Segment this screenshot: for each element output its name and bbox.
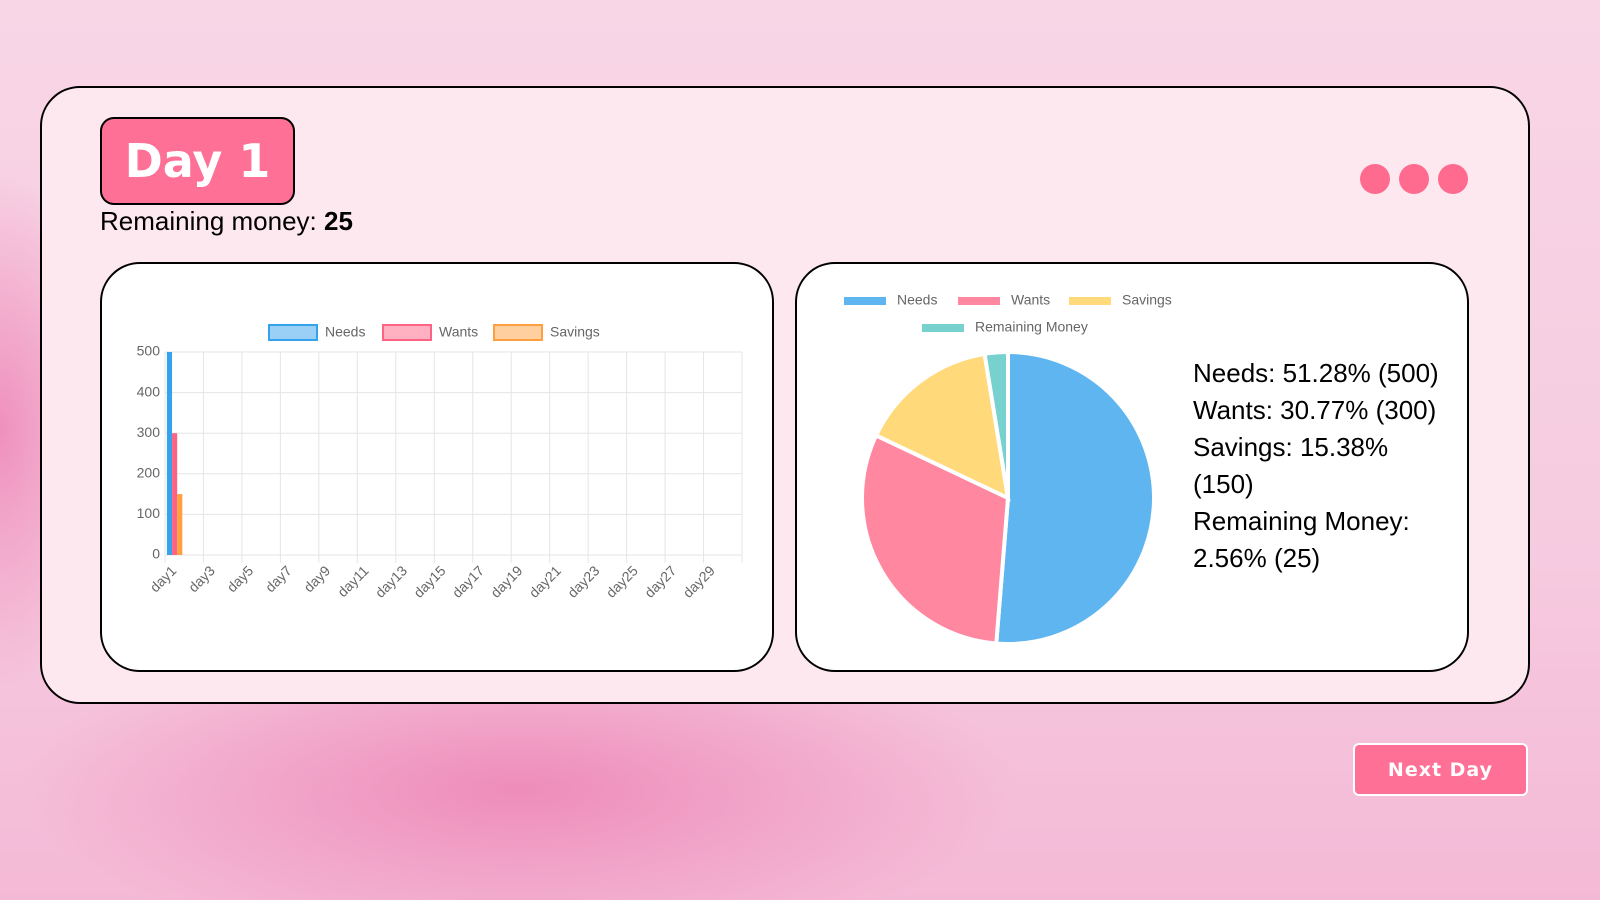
y-tick-label: 100 (137, 505, 161, 521)
bar-panel (100, 262, 774, 672)
y-tick-label: 500 (137, 343, 161, 359)
menu-dot[interactable] (1360, 164, 1390, 194)
legend-label: Wants (439, 324, 478, 340)
legend-swatch (922, 324, 964, 332)
x-tick-label: day17 (449, 562, 487, 600)
x-tick-label: day23 (564, 562, 602, 600)
x-tick-label: day11 (334, 562, 372, 600)
next-day-button[interactable]: Next Day (1353, 743, 1528, 796)
x-tick-label: day27 (641, 562, 679, 600)
legend-label: Savings (1122, 292, 1172, 308)
bar (172, 433, 178, 555)
legend-swatch (493, 324, 543, 341)
legend-swatch (268, 324, 318, 341)
summary: Needs: 51.28% (500) Wants: 30.77% (300) … (1193, 355, 1443, 577)
legend-swatch (382, 324, 432, 341)
menu-dot[interactable] (1399, 164, 1429, 194)
x-tick-label: day3 (185, 562, 218, 595)
pie-slice (994, 349, 1156, 646)
x-tick-label: day21 (526, 562, 564, 600)
legend-swatch (1069, 297, 1111, 305)
pie-slice (982, 349, 1010, 499)
x-tick-label: day5 (224, 562, 257, 595)
legend-swatch (958, 297, 1000, 305)
legend-label: Savings (550, 324, 600, 340)
remaining-value: 25 (324, 206, 353, 236)
summary-line: Needs: 51.28% (500) (1193, 358, 1439, 388)
x-tick-label: day29 (680, 562, 718, 600)
summary-line: Remaining Money: 2.56% (25) (1193, 506, 1410, 573)
x-tick-label: day1 (147, 562, 180, 595)
bar (177, 494, 183, 555)
legend-swatch (844, 297, 886, 305)
bar (166, 352, 173, 555)
pie-slice (860, 432, 1011, 646)
summary-line: Savings: 15.38% (150) (1193, 432, 1389, 499)
x-tick-label: day15 (410, 562, 448, 600)
remaining-money: Remaining money: 25 (100, 206, 353, 237)
x-tick-label: day25 (603, 562, 641, 600)
legend-label: Wants (1011, 292, 1050, 308)
x-tick-label: day9 (300, 562, 333, 595)
legend-label: Needs (897, 292, 937, 308)
remaining-label: Remaining money: (100, 206, 317, 236)
legend-label: Remaining Money (975, 319, 1088, 335)
y-tick-label: 200 (137, 465, 161, 481)
x-tick-label: day7 (262, 562, 295, 595)
y-tick-label: 400 (137, 383, 161, 399)
summary-line: Wants: 30.77% (300) (1193, 395, 1437, 425)
x-tick-label: day19 (487, 562, 525, 600)
menu-dot[interactable] (1438, 164, 1468, 194)
x-tick-label: day13 (372, 562, 410, 600)
legend-label: Needs (325, 324, 365, 340)
day-badge: Day 1 (100, 117, 295, 205)
y-tick-label: 300 (137, 424, 161, 440)
y-tick-label: 0 (152, 546, 160, 562)
pie-slice (873, 351, 1011, 502)
